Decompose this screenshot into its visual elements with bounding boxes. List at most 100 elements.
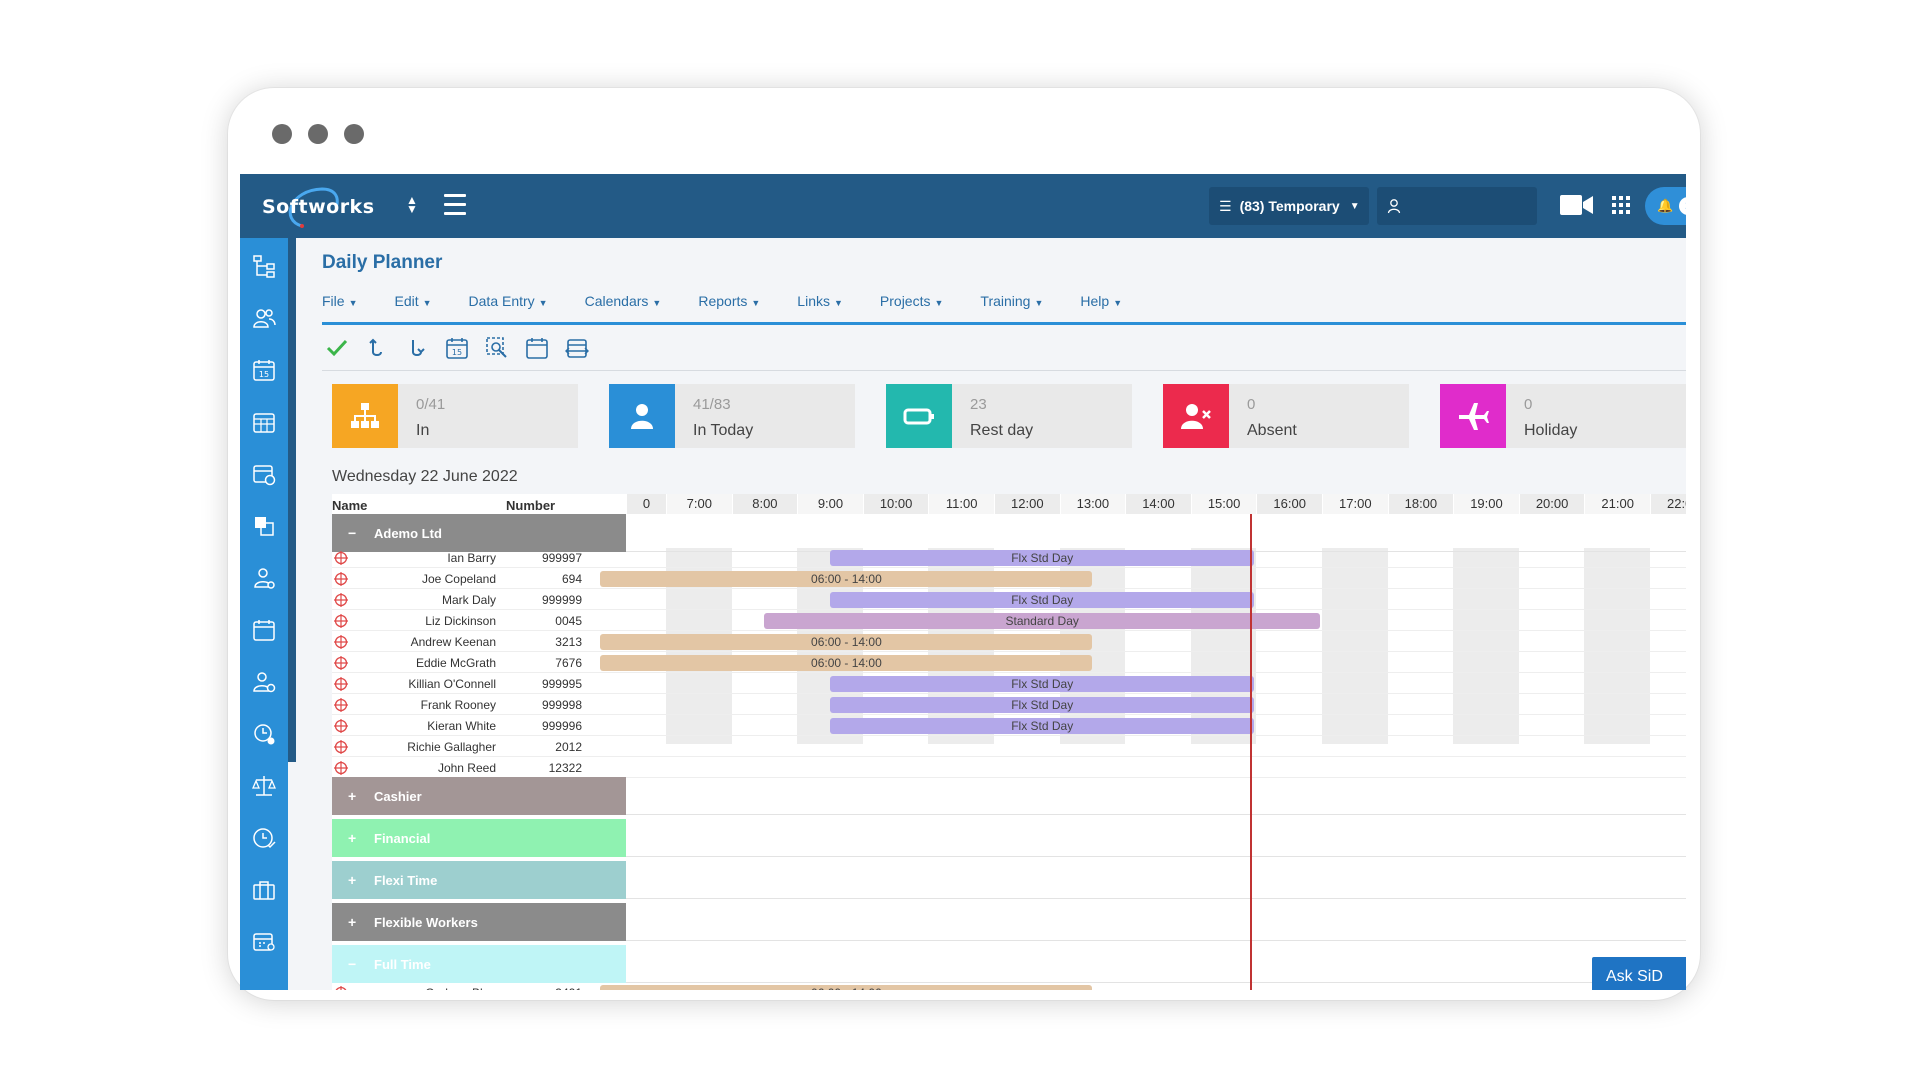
- tile-absent[interactable]: 0 Absent: [1163, 384, 1409, 448]
- table-row[interactable]: Mark Daly 999999 Flx Std Day: [332, 590, 1686, 610]
- menu-projects[interactable]: Projects ▼: [879, 293, 944, 309]
- target-icon[interactable]: [334, 656, 348, 670]
- employee-name[interactable]: Joe Copeland: [421, 572, 496, 586]
- expand-toggle-icon[interactable]: +: [348, 830, 357, 846]
- employee-name[interactable]: Mark Daly: [441, 593, 496, 607]
- zoom-select-icon[interactable]: [484, 335, 510, 361]
- group-header[interactable]: − Full Time: [332, 945, 626, 983]
- column-header-number[interactable]: Number: [506, 498, 556, 513]
- sidebar-item-rota[interactable]: [240, 916, 288, 968]
- sidebar-item-user-settings[interactable]: [240, 552, 288, 604]
- expand-toggle-icon[interactable]: +: [348, 788, 357, 804]
- sidebar-item-calendar[interactable]: [240, 604, 288, 656]
- target-icon[interactable]: [334, 986, 348, 990]
- menu-links[interactable]: Links ▼: [797, 293, 843, 309]
- sidebar-item-approvals[interactable]: [240, 812, 288, 864]
- target-icon[interactable]: [334, 593, 348, 607]
- target-icon[interactable]: [334, 698, 348, 712]
- table-row[interactable]: John Reed 12322: [332, 758, 1686, 778]
- group-header[interactable]: + Financial: [332, 819, 626, 857]
- shift-bar[interactable]: 06:00 - 14:00: [600, 571, 1093, 587]
- expand-toggle-icon[interactable]: +: [348, 872, 357, 888]
- group-header[interactable]: + Cashier: [332, 777, 626, 815]
- table-row[interactable]: Kieran White 999996 Flx Std Day: [332, 716, 1686, 736]
- employee-name[interactable]: Andrew Keenan: [410, 635, 496, 649]
- sidebar-item-schedule[interactable]: [240, 448, 288, 500]
- target-icon[interactable]: [334, 551, 348, 565]
- shift-bar[interactable]: 06:00 - 14:00: [600, 655, 1093, 671]
- menu-edit[interactable]: Edit ▼: [394, 293, 432, 309]
- expand-toggle-icon[interactable]: +: [348, 914, 357, 930]
- employee-name[interactable]: Killian O'Connell: [408, 677, 496, 691]
- target-icon[interactable]: [334, 677, 348, 691]
- shift-bar[interactable]: 06:00 - 14:00: [600, 985, 1093, 990]
- expand-toggle-icon[interactable]: −: [348, 956, 357, 972]
- tile-rest-day[interactable]: 23 Rest day: [886, 384, 1132, 448]
- sidebar-item-more[interactable]: [240, 966, 288, 990]
- group-header[interactable]: − Ademo Ltd: [332, 514, 626, 552]
- ask-sid-button[interactable]: Ask SiD: [1592, 957, 1686, 990]
- softworks-logo[interactable]: Softworks: [260, 186, 390, 230]
- target-icon[interactable]: [334, 740, 348, 754]
- sidebar-item-calendar-15[interactable]: 15: [240, 344, 288, 396]
- table-row[interactable]: Graham Blue 3421 06:00 - 14:00: [332, 983, 1686, 990]
- sidebar-item-user-time[interactable]: [240, 656, 288, 708]
- target-icon[interactable]: [334, 761, 348, 775]
- sidebar-scrollbar[interactable]: [288, 238, 296, 762]
- shift-bar[interactable]: Flx Std Day: [830, 592, 1255, 608]
- shift-bar[interactable]: Standard Day: [764, 613, 1321, 629]
- notifications-button[interactable]: 🔔 1: [1645, 187, 1686, 225]
- menu-training[interactable]: Training ▼: [980, 293, 1044, 309]
- sidebar-item-planner[interactable]: [240, 396, 288, 448]
- clock-out-icon[interactable]: [404, 335, 430, 361]
- apps-grid-icon[interactable]: [1612, 196, 1630, 214]
- employee-name[interactable]: Frank Rooney: [420, 698, 496, 712]
- clock-in-icon[interactable]: [364, 335, 390, 361]
- employee-name[interactable]: Graham Blue: [352, 986, 496, 990]
- sidebar-item-org-structure[interactable]: [240, 240, 288, 292]
- sidebar-item-copy[interactable]: [240, 500, 288, 552]
- shift-bar[interactable]: Flx Std Day: [830, 676, 1255, 692]
- sidebar-item-time-settings[interactable]: [240, 708, 288, 760]
- sort-icon[interactable]: ▲ ▼: [406, 193, 418, 216]
- employee-name[interactable]: Liz Dickinson: [425, 614, 496, 628]
- table-row[interactable]: Andrew Keenan 3213 06:00 - 14:00: [332, 632, 1686, 652]
- tile-in-today[interactable]: 41/83 In Today: [609, 384, 855, 448]
- table-row[interactable]: Liz Dickinson 0045 Standard Day: [332, 611, 1686, 631]
- menu-reports[interactable]: Reports ▼: [698, 293, 761, 309]
- hamburger-menu-icon[interactable]: [444, 194, 466, 216]
- menu-data-entry[interactable]: Data Entry ▼: [468, 293, 548, 309]
- calendar-expand-icon[interactable]: [564, 335, 590, 361]
- video-icon[interactable]: [1560, 194, 1594, 216]
- menu-calendars[interactable]: Calendars ▼: [584, 293, 662, 309]
- shift-bar[interactable]: Flx Std Day: [830, 718, 1255, 734]
- shift-bar[interactable]: Flx Std Day: [830, 550, 1255, 566]
- employee-name[interactable]: Kieran White: [427, 719, 496, 733]
- employee-name[interactable]: John Reed: [437, 761, 496, 775]
- sidebar-item-employees[interactable]: [240, 292, 288, 344]
- expand-toggle-icon[interactable]: −: [348, 525, 357, 541]
- user-search-input[interactable]: [1377, 187, 1537, 225]
- menu-help[interactable]: Help ▼: [1080, 293, 1123, 309]
- calendar-icon[interactable]: [524, 335, 550, 361]
- column-header-name[interactable]: Name: [332, 498, 368, 513]
- target-icon[interactable]: [334, 614, 348, 628]
- shift-bar[interactable]: Flx Std Day: [830, 697, 1255, 713]
- sidebar-item-jobs[interactable]: [240, 864, 288, 916]
- table-row[interactable]: Frank Rooney 999998 Flx Std Day: [332, 695, 1686, 715]
- table-row[interactable]: Ian Barry 999997 Flx Std Day: [332, 548, 1686, 568]
- employee-name[interactable]: Richie Gallagher: [407, 740, 496, 754]
- tile-holiday[interactable]: 0 Holiday: [1440, 384, 1686, 448]
- menu-file[interactable]: File ▼: [322, 293, 358, 309]
- group-header[interactable]: + Flexi Time: [332, 861, 626, 899]
- sidebar-item-balance[interactable]: [240, 760, 288, 812]
- table-row[interactable]: Eddie McGrath 7676 06:00 - 14:00: [332, 653, 1686, 673]
- check-icon[interactable]: [324, 335, 350, 361]
- target-icon[interactable]: [334, 635, 348, 649]
- target-icon[interactable]: [334, 572, 348, 586]
- target-icon[interactable]: [334, 719, 348, 733]
- table-row[interactable]: Killian O'Connell 999995 Flx Std Day: [332, 674, 1686, 694]
- employee-name[interactable]: Ian Barry: [447, 551, 496, 565]
- table-row[interactable]: Richie Gallagher 2012: [332, 737, 1686, 757]
- shift-bar[interactable]: 06:00 - 14:00: [600, 634, 1093, 650]
